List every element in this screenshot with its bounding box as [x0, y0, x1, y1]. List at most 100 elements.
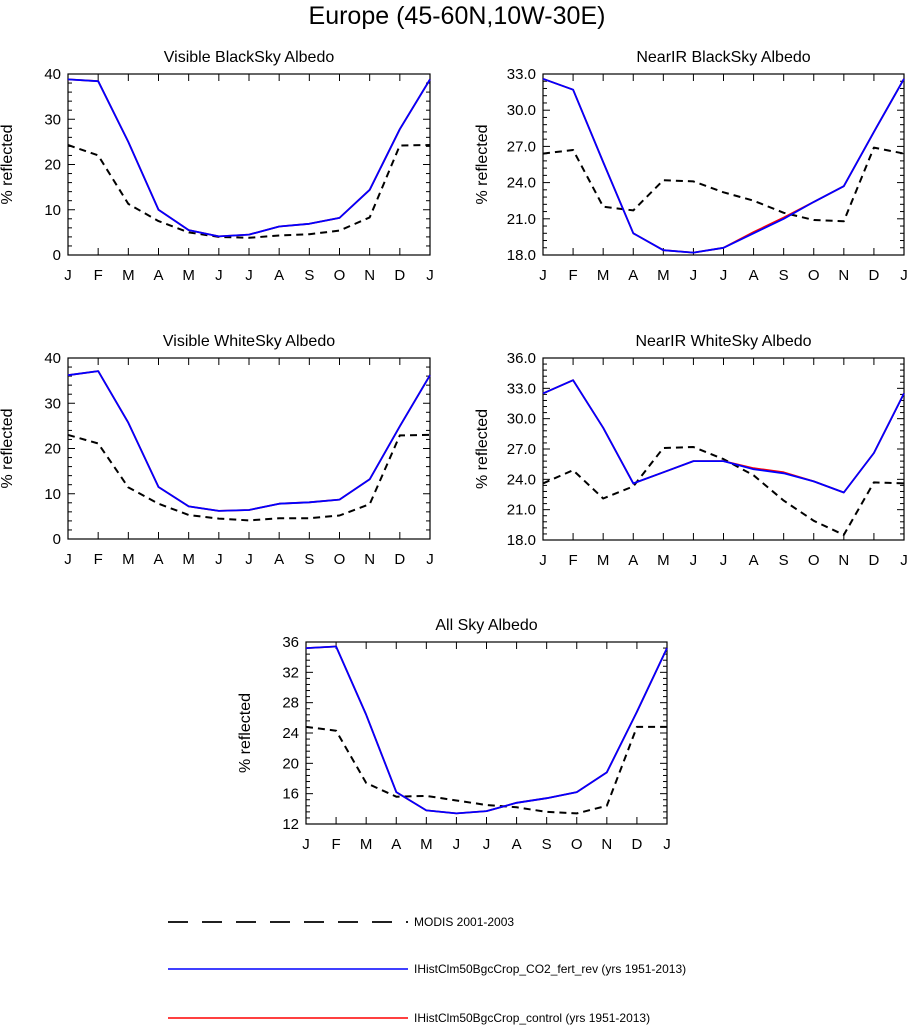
x-tick-label: F — [94, 551, 103, 568]
panel-2: NearIR BlackSky Albedo 18.0 21.0 24.0 27.0 30… — [474, 49, 908, 284]
x-tick-label: O — [571, 836, 583, 853]
panel-5: All Sky Albedo 12 16 20 24 28 32 36 J F M A M J J A S O N D… — [237, 617, 671, 853]
x-tick-label: J — [302, 836, 310, 853]
y-tick-label: 20 — [282, 755, 299, 772]
y-tick-label: 20 — [44, 157, 61, 174]
figure-title: Europe (45-60N,10W-30E) — [309, 2, 606, 30]
plot-frame — [305, 641, 668, 825]
series-line-modis — [542, 446, 905, 536]
y-tick-label: 20 — [44, 441, 61, 458]
series-line-modis — [305, 725, 667, 815]
x-tick-label: J — [64, 551, 72, 568]
legend-item: IHistClm50BgcCrop_CO2_fert_rev (yrs 1951… — [168, 962, 686, 976]
x-tick-label: J — [215, 551, 223, 568]
series-line-co2-fert-rev — [67, 370, 431, 512]
series-line-control — [542, 379, 905, 494]
y-tick-label: 16 — [282, 786, 299, 803]
y-tick-label: 40 — [44, 350, 61, 367]
y-tick-label: 21.0 — [507, 211, 536, 228]
series-line-control — [542, 77, 905, 254]
x-tick-label: A — [153, 551, 163, 568]
y-tick-label: 30.0 — [507, 411, 536, 428]
x-tick-label: J — [483, 836, 491, 853]
y-axis-label: % reflected — [0, 124, 16, 204]
panel-1: Visible BlackSky Albedo 0 10 20 30 40 J F M A M J J A… — [0, 49, 434, 284]
x-tick-label: N — [601, 836, 612, 853]
x-tick-label: M — [657, 552, 670, 569]
legend-label: MODIS 2001-2003 — [414, 915, 514, 929]
series-line-co2-fert-rev — [305, 645, 668, 815]
x-tick-label: M — [182, 267, 195, 284]
series-line-modis — [67, 144, 431, 239]
x-tick-label: D — [394, 267, 405, 284]
x-tick-label: J — [245, 267, 253, 284]
y-tick-label: 10 — [44, 202, 61, 219]
x-tick-label: J — [539, 552, 547, 569]
x-tick-label: O — [808, 552, 820, 569]
y-axis-label: % reflected — [237, 693, 254, 773]
x-tick-label: F — [568, 267, 577, 284]
panel-title: NearIR BlackSky Albedo — [636, 49, 810, 66]
legend-item: MODIS 2001-2003 — [168, 915, 514, 929]
panel-title: Visible WhiteSky Albedo — [163, 333, 335, 350]
x-tick-label: N — [838, 552, 849, 569]
y-tick-label: 18.0 — [507, 532, 536, 549]
series-line-modis — [542, 146, 905, 223]
x-tick-label: A — [512, 836, 522, 853]
plot-frame — [67, 357, 431, 540]
x-tick-label: D — [868, 267, 879, 284]
y-tick-label: 18.0 — [507, 247, 536, 264]
y-tick-label: 28 — [282, 695, 299, 712]
plot-frame — [542, 357, 905, 541]
y-tick-label: 30 — [44, 395, 61, 412]
x-tick-label: F — [331, 836, 340, 853]
x-tick-label: J — [900, 552, 908, 569]
x-tick-label: J — [245, 551, 253, 568]
x-tick-label: J — [900, 267, 908, 284]
series-line-co2-fert-rev — [542, 379, 905, 494]
x-tick-label: S — [542, 836, 552, 853]
x-tick-label: S — [304, 267, 314, 284]
x-tick-label: J — [720, 552, 728, 569]
y-tick-label: 33.0 — [507, 380, 536, 397]
y-axis-label: % reflected — [474, 124, 491, 204]
x-tick-label: N — [364, 551, 375, 568]
x-tick-label: S — [779, 552, 789, 569]
series-line-co2-fert-rev — [542, 77, 905, 254]
x-tick-label: M — [182, 551, 195, 568]
panel-3: Visible WhiteSky Albedo 0 10 20 30 40 J F M A M J J A… — [0, 333, 434, 568]
x-tick-label: A — [749, 552, 759, 569]
y-tick-label: 24.0 — [507, 175, 536, 192]
x-tick-label: A — [153, 267, 163, 284]
y-tick-label: 33.0 — [507, 66, 536, 83]
y-tick-label: 24 — [282, 725, 299, 742]
x-tick-label: M — [122, 551, 135, 568]
y-tick-label: 27.0 — [507, 138, 536, 155]
panel-title: All Sky Albedo — [435, 617, 537, 634]
x-tick-label: A — [749, 267, 759, 284]
panel-title: Visible BlackSky Albedo — [164, 49, 335, 66]
x-tick-label: A — [628, 267, 638, 284]
x-tick-label: O — [808, 267, 820, 284]
y-tick-label: 32 — [282, 664, 299, 681]
y-tick-label: 30 — [44, 111, 61, 128]
x-tick-label: A — [628, 552, 638, 569]
legend: MODIS 2001-2003 IHistClm50BgcCrop_CO2_fer… — [168, 915, 686, 1025]
x-tick-label: F — [94, 267, 103, 284]
x-tick-label: M — [122, 267, 135, 284]
x-tick-label: J — [64, 267, 72, 284]
panel-4: NearIR WhiteSky Albedo 18.0 21.0 24.0 27.0 30… — [474, 333, 908, 569]
x-tick-label: J — [690, 267, 698, 284]
x-tick-label: J — [215, 267, 223, 284]
x-tick-label: N — [364, 267, 375, 284]
x-tick-label: M — [597, 552, 610, 569]
x-tick-label: S — [779, 267, 789, 284]
x-tick-label: J — [426, 267, 434, 284]
x-tick-label: D — [631, 836, 642, 853]
x-tick-label: J — [453, 836, 461, 853]
plot-frame — [542, 73, 905, 256]
x-tick-label: J — [539, 267, 547, 284]
x-tick-label: D — [868, 552, 879, 569]
